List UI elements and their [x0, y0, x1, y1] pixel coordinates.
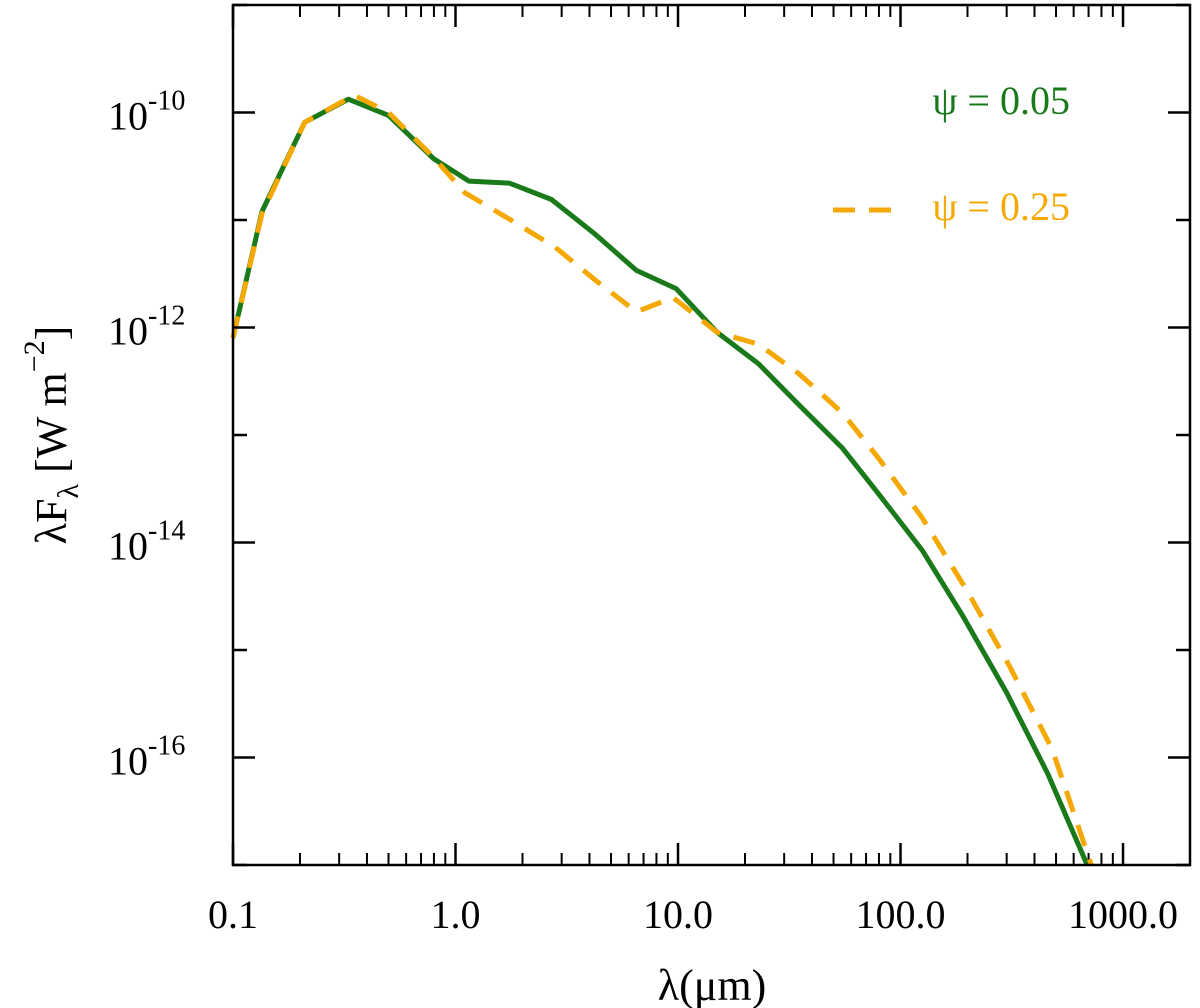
x-tick-labels: 0.1 1.0 10.0 100.0 1000.0 [208, 892, 1178, 937]
minor-ticks [298, 5, 1114, 865]
y-axis-title-main: λF [27, 498, 76, 544]
y-tick-base: 10 [108, 739, 148, 784]
y-axis-title-text: λFλ [W m−2] [18, 326, 85, 545]
y-axis-title-close: ] [27, 326, 76, 341]
y-axis-title-sup: −2 [18, 340, 51, 372]
legend: ψ = 0.05 ψ = 0.25 [833, 78, 1070, 229]
y-tick-base: 10 [108, 309, 148, 354]
series-line-2 [230, 92, 1094, 866]
series-layer [230, 92, 1094, 866]
y-tick-label: 10-16 [108, 731, 185, 784]
y-tick-label: 10-10 [108, 86, 185, 139]
y-tick-exponent: -16 [148, 731, 185, 762]
y-axis-title-units: [W m [27, 372, 76, 484]
x-tick-label: 100.0 [856, 892, 946, 937]
y-tick-exponent: -10 [148, 86, 185, 117]
y-tick-label: 10-14 [108, 516, 185, 569]
y-tick-exponent: -14 [148, 516, 185, 547]
x-axis-title: λ(μm) [658, 961, 766, 1008]
x-tick-label: 1000.0 [1068, 892, 1178, 937]
legend-label-series-1: ψ = 0.05 [932, 78, 1070, 123]
y-axis-title: λFλ [W m−2] [18, 326, 85, 545]
series-line-1 [230, 96, 1090, 866]
y-tick-label: 10-12 [108, 301, 185, 354]
x-tick-label: 0.1 [208, 892, 258, 937]
y-axis-title-sub: λ [52, 483, 85, 498]
x-tick-label: 10.0 [643, 892, 713, 937]
y-tick-base: 10 [108, 524, 148, 569]
y-tick-exponent: -12 [148, 301, 185, 332]
y-tick-base: 10 [108, 94, 148, 139]
major-ticks [231, 3, 1190, 867]
x-tick-label: 1.0 [431, 892, 481, 937]
legend-label-series-2: ψ = 0.25 [932, 184, 1070, 229]
